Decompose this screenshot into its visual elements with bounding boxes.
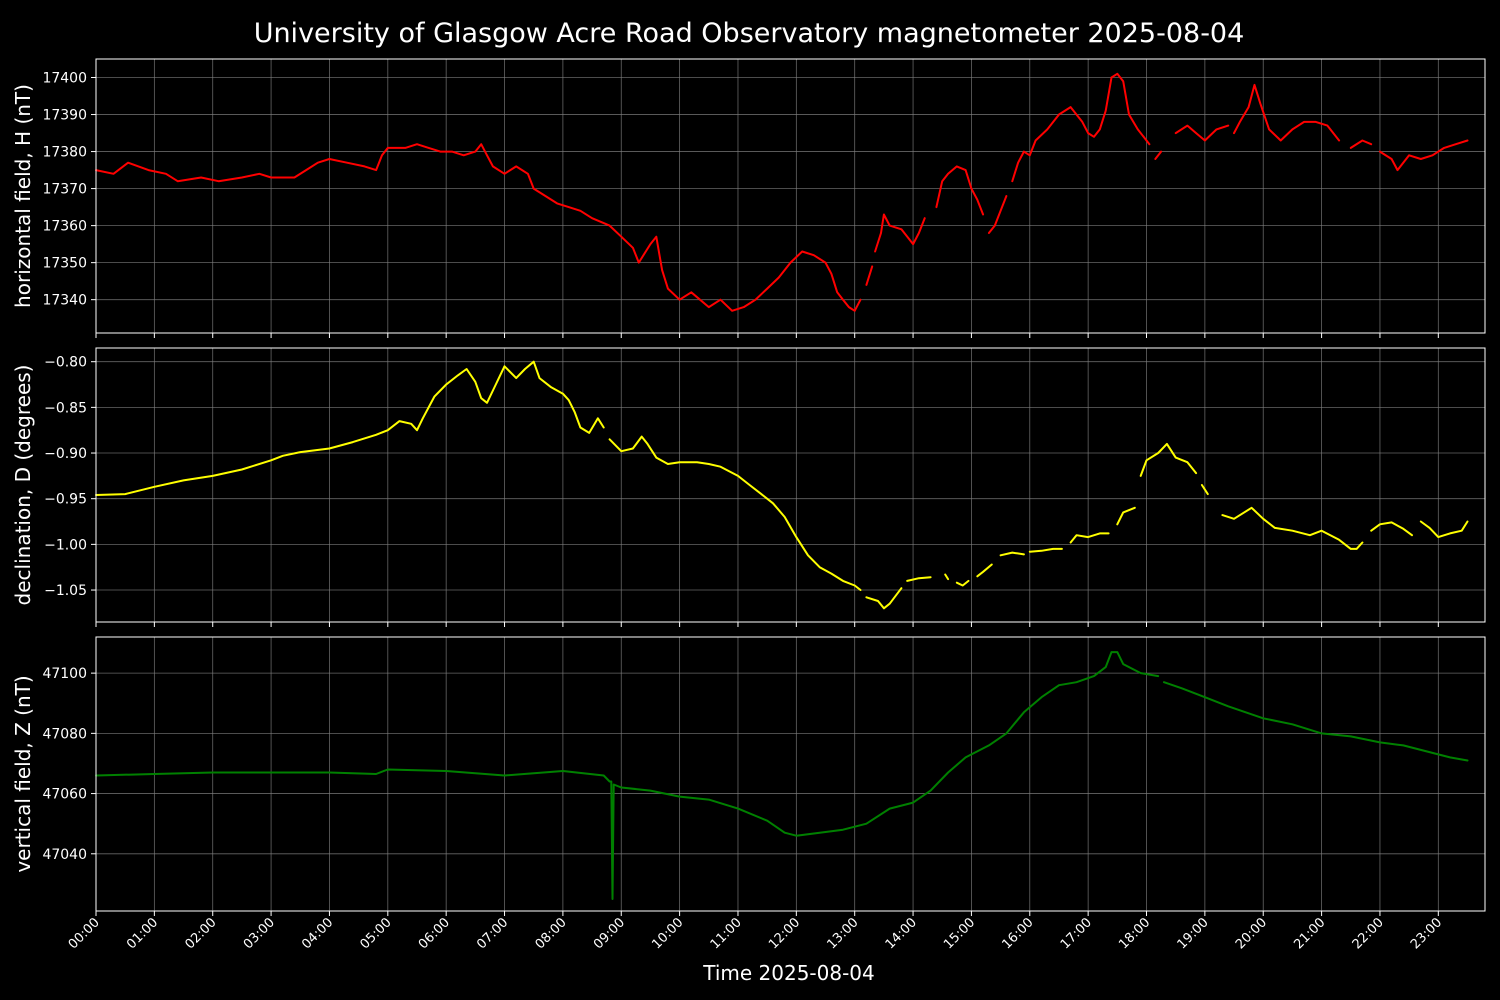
z-field-series-segment-1 (1163, 681, 1469, 762)
h-field-ytick-label-0: 17340 (42, 293, 87, 309)
declination-ytick-label-2: −0.95 (44, 492, 87, 508)
declination-series-segment-14 (1370, 521, 1413, 537)
declination-axes-frame (95, 347, 1486, 623)
declination-series-segment-11 (1139, 442, 1198, 477)
h-field-series-segment-9 (1349, 139, 1373, 149)
z-field-ytick-label-2: 47080 (42, 726, 87, 742)
h-field-axes-frame (95, 58, 1486, 334)
declination-series-segment-6 (976, 563, 993, 578)
declination-series-segment-10 (1116, 506, 1136, 526)
z-field-ytick-label-1: 47060 (42, 787, 87, 803)
declination-series-segment-12 (1200, 484, 1209, 496)
declination-series-segment-2 (865, 587, 903, 610)
h-field-series-segment-8 (1233, 83, 1341, 142)
z-field-ytick-label-3: 47100 (42, 666, 87, 682)
h-field-series-segment-7 (1174, 124, 1230, 142)
h-field-series-segment-5 (1011, 72, 1151, 183)
h-field-y-axis-label: horizontal field, H (nT) (11, 84, 35, 308)
h-field-series-segment-2 (874, 213, 926, 253)
declination-ytick-label-4: −0.85 (44, 400, 87, 416)
declination-ytick-label-3: −0.90 (44, 446, 87, 462)
x-axis-label: Time 2025-08-04 (702, 961, 875, 985)
h-field-ytick-label-5: 17390 (42, 108, 87, 124)
h-field-ytick-label-6: 17400 (42, 71, 87, 87)
declination-series-segment-5 (955, 579, 970, 587)
declination-series-segment-8 (1028, 547, 1063, 553)
h-field-ytick-label-3: 17370 (42, 182, 87, 198)
declination-panel: −1.05 −1.00 −0.95 −0.90 −0.85 −0.80 declinatio… (11, 347, 1486, 627)
declination-series-segment-7 (999, 551, 1025, 557)
declination-series-segment-15 (1419, 520, 1469, 539)
h-field-series-segment-10 (1378, 139, 1469, 172)
h-field-series-segment-6 (1154, 150, 1163, 160)
h-field-ytick-label-4: 17380 (42, 145, 87, 161)
h-field-series-segment-1 (865, 265, 874, 286)
h-field-series-segment-4 (987, 195, 1008, 234)
chart-title: University of Glasgow Acre Road Observat… (254, 18, 1245, 49)
h-field-series-segment-3 (935, 165, 985, 216)
h-field-ytick-label-1: 17350 (42, 256, 87, 272)
declination-series-segment-9 (1069, 532, 1110, 544)
declination-ytick-label-1: −1.00 (44, 537, 87, 553)
z-field-axes-frame (95, 636, 1486, 912)
declination-ytick-label-5: −0.80 (44, 355, 87, 371)
declination-series-segment-3 (906, 576, 932, 582)
h-field-series-segment-0 (95, 143, 862, 312)
declination-series-segment-0 (95, 360, 605, 496)
h-field-panel: 17340 17350 17360 17370 17380 17390 17400 horiz… (11, 58, 1486, 338)
z-field-series-segment-0 (95, 651, 1160, 900)
z-field-y-axis-label: vertical field, Z (nT) (11, 675, 35, 872)
declination-series-segment-4 (944, 573, 950, 581)
declination-series-segment-1 (608, 435, 862, 591)
declination-series-segment-13 (1221, 506, 1364, 550)
declination-ytick-label-0: −1.05 (44, 583, 87, 599)
z-field-ytick-label-0: 47040 (42, 847, 87, 863)
h-field-ytick-label-2: 17360 (42, 219, 87, 235)
declination-y-axis-label: declination, D (degrees) (11, 365, 35, 606)
